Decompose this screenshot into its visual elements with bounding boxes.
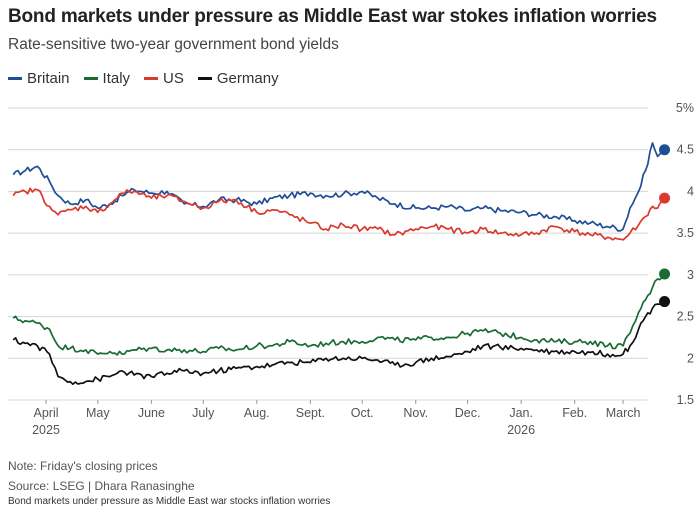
legend-item-italy: Italy: [83, 70, 131, 87]
series-line-italy: [12, 273, 666, 356]
y-tick-label: 5%: [676, 101, 694, 115]
x-tick-label: Nov.: [403, 406, 428, 420]
x-tick-label: March: [606, 406, 641, 420]
x-tick-label: Oct.: [351, 406, 374, 420]
legend-label-germany: Germany: [216, 70, 279, 87]
series-line-britain: [12, 142, 665, 232]
y-tick-label: 2: [687, 351, 694, 365]
chart-subtitle: Rate-sensitive two-year government bond …: [8, 36, 339, 53]
y-tick-label: 1.5: [677, 393, 694, 407]
legend-swatch-britain: [8, 77, 22, 80]
legend-swatch-germany: [197, 77, 212, 80]
legend-item-us: US: [144, 70, 184, 87]
x-tick-label: April: [34, 406, 59, 420]
x-tick-label: Aug.: [244, 406, 270, 420]
y-tick-label: 4.5: [677, 143, 694, 157]
legend-swatch-us: [144, 77, 159, 80]
legend-item-germany: Germany: [197, 70, 279, 87]
x-tick-label: Jan.: [509, 406, 533, 420]
legend-label-us: US: [163, 70, 184, 87]
chart-note: Note: Friday's closing prices: [8, 459, 158, 473]
x-tick-label: Sept.: [296, 406, 325, 420]
x-tick-label: Feb.: [562, 406, 587, 420]
y-tick-label: 4: [687, 184, 694, 198]
x-tick-year-label: 2025: [32, 423, 60, 437]
legend-item-britain: Britain: [8, 70, 70, 87]
chart-source: Source: LSEG | Dhara Ranasinghe: [8, 479, 195, 493]
x-tick-label: June: [138, 406, 165, 420]
series-line-germany: [12, 301, 666, 386]
legend-label-britain: Britain: [27, 70, 70, 87]
legend-swatch-italy: [83, 77, 98, 80]
chart-title: Bond markets under pressure as Middle Ea…: [8, 6, 657, 27]
y-tick-label: 2.5: [677, 310, 694, 324]
y-tick-label: 3: [687, 268, 694, 282]
series-line-us: [12, 187, 666, 241]
y-tick-label: 3.5: [677, 226, 694, 240]
series-endpoint-italy: [659, 268, 671, 280]
chart-caption: Bond markets under pressure as Middle Ea…: [8, 496, 331, 507]
x-tick-year-label: 2026: [507, 423, 535, 437]
series-endpoint-germany: [659, 296, 671, 308]
series-endpoint-us: [659, 192, 671, 204]
series-endpoint-britain: [659, 144, 671, 156]
legend-label-italy: Italy: [102, 70, 131, 87]
chart-legend: Britain Italy US Germany: [8, 70, 279, 87]
x-tick-label: May: [86, 406, 110, 420]
x-tick-label: July: [192, 406, 215, 420]
x-tick-label: Dec.: [455, 406, 481, 420]
